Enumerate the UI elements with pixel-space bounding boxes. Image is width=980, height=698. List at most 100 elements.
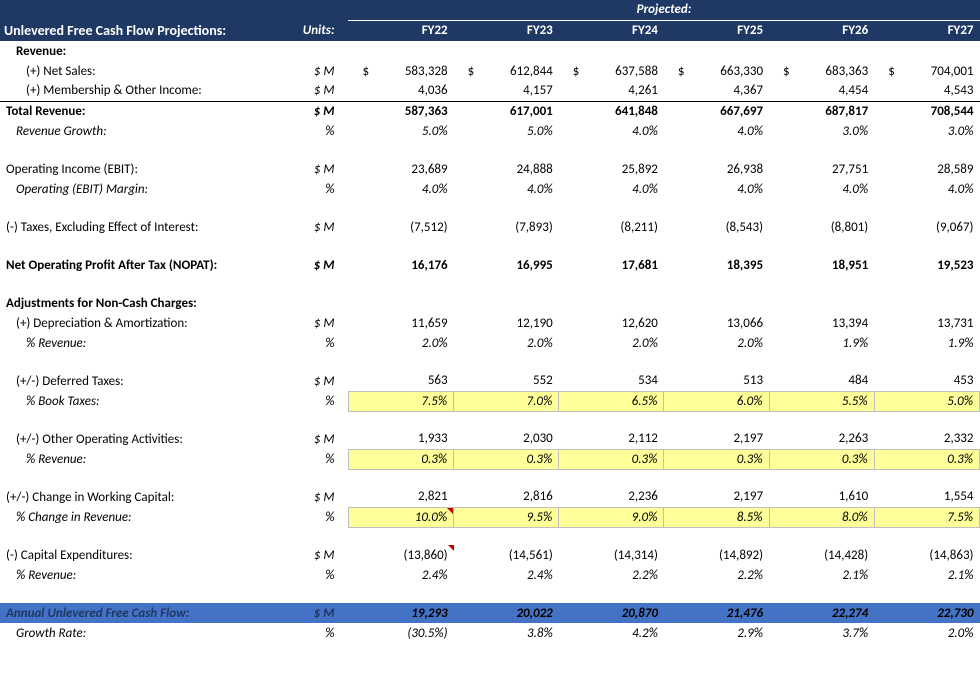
input-cell[interactable]: 7.5% — [874, 507, 979, 527]
input-cell[interactable]: 0.3% — [348, 449, 453, 469]
table-cell[interactable]: 17,681 — [559, 255, 664, 275]
table-cell[interactable]: 534 — [559, 371, 664, 391]
table-cell[interactable]: 1,933 — [348, 429, 453, 449]
table-cell[interactable]: 27,751 — [769, 159, 874, 179]
table-cell[interactable]: 13,066 — [664, 313, 769, 333]
input-cell[interactable]: 7.5% — [348, 391, 453, 411]
table-cell[interactable]: 687,817 — [769, 101, 874, 121]
table-cell[interactable]: (9,067) — [874, 217, 979, 237]
table-cell[interactable]: $663,330 — [664, 61, 769, 81]
table-cell[interactable]: 563 — [348, 371, 453, 391]
table-cell[interactable]: (14,863) — [874, 545, 979, 565]
input-cell[interactable]: 8.0% — [769, 507, 874, 527]
input-cell[interactable]: 6.0% — [664, 391, 769, 411]
table-cell[interactable]: 4,454 — [769, 81, 874, 101]
table-cell[interactable]: 13,731 — [874, 313, 979, 333]
table-cell[interactable]: 25,892 — [559, 159, 664, 179]
table-cell[interactable]: 1,554 — [874, 487, 979, 507]
table-cell[interactable]: 4.0% — [348, 179, 453, 199]
table-cell[interactable]: 5.0% — [454, 121, 559, 141]
table-cell[interactable]: 617,001 — [454, 101, 559, 121]
table-cell[interactable]: 2,816 — [454, 487, 559, 507]
table-cell[interactable]: 2.0% — [664, 333, 769, 353]
input-cell[interactable]: 7.0% — [454, 391, 559, 411]
table-cell[interactable]: 2,821 — [348, 487, 453, 507]
table-cell[interactable]: 2.1% — [874, 565, 979, 585]
table-cell[interactable]: 2.0% — [454, 333, 559, 353]
table-cell[interactable]: 20,022 — [454, 603, 559, 623]
table-cell[interactable]: (14,314) — [559, 545, 664, 565]
input-cell[interactable]: 0.3% — [454, 449, 559, 469]
input-cell[interactable]: 10.0% — [348, 507, 453, 527]
table-cell[interactable]: 3.7% — [769, 623, 874, 643]
table-cell[interactable]: (14,428) — [769, 545, 874, 565]
table-cell[interactable]: 453 — [874, 371, 979, 391]
table-cell[interactable]: 2,030 — [454, 429, 559, 449]
table-cell[interactable]: 2.4% — [454, 565, 559, 585]
table-cell[interactable]: (13,860) — [348, 545, 453, 565]
table-cell[interactable]: (14,561) — [454, 545, 559, 565]
table-cell[interactable]: 24,888 — [454, 159, 559, 179]
table-cell[interactable]: (8,801) — [769, 217, 874, 237]
table-cell[interactable]: 20,870 — [559, 603, 664, 623]
input-cell[interactable]: 0.3% — [559, 449, 664, 469]
input-cell[interactable]: 5.5% — [769, 391, 874, 411]
table-cell[interactable]: 3.8% — [454, 623, 559, 643]
table-cell[interactable]: 2.1% — [769, 565, 874, 585]
table-cell[interactable]: 22,730 — [874, 603, 979, 623]
table-cell[interactable]: 2.0% — [874, 623, 979, 643]
table-cell[interactable]: 19,293 — [348, 603, 453, 623]
table-cell[interactable]: 16,995 — [454, 255, 559, 275]
table-cell[interactable]: (7,512) — [348, 217, 453, 237]
table-cell[interactable]: 4,157 — [454, 81, 559, 101]
table-cell[interactable]: 552 — [454, 371, 559, 391]
table-cell[interactable]: 4,261 — [559, 81, 664, 101]
input-cell[interactable]: 9.5% — [454, 507, 559, 527]
input-cell[interactable]: 0.3% — [664, 449, 769, 469]
table-cell[interactable]: 2.4% — [348, 565, 453, 585]
table-cell[interactable]: 513 — [664, 371, 769, 391]
table-cell[interactable]: 28,589 — [874, 159, 979, 179]
table-cell[interactable]: 4.0% — [559, 121, 664, 141]
table-cell[interactable]: 2,263 — [769, 429, 874, 449]
table-cell[interactable]: 3.0% — [874, 121, 979, 141]
table-cell[interactable]: 4.2% — [559, 623, 664, 643]
table-cell[interactable]: 18,951 — [769, 255, 874, 275]
table-cell[interactable]: 11,659 — [348, 313, 453, 333]
table-cell[interactable]: 4.0% — [559, 179, 664, 199]
table-cell[interactable]: 2.9% — [664, 623, 769, 643]
table-cell[interactable]: 5.0% — [348, 121, 453, 141]
table-cell[interactable]: 4,367 — [664, 81, 769, 101]
table-cell[interactable]: 2,197 — [664, 487, 769, 507]
table-cell[interactable]: 2,112 — [559, 429, 664, 449]
table-cell[interactable]: 667,697 — [664, 101, 769, 121]
table-cell[interactable]: 2.2% — [664, 565, 769, 585]
table-cell[interactable]: 2,197 — [664, 429, 769, 449]
table-cell[interactable]: 12,190 — [454, 313, 559, 333]
input-cell[interactable]: 0.3% — [769, 449, 874, 469]
table-cell[interactable]: 16,176 — [348, 255, 453, 275]
table-cell[interactable]: 22,274 — [769, 603, 874, 623]
table-cell[interactable]: (14,892) — [664, 545, 769, 565]
table-cell[interactable]: 3.0% — [769, 121, 874, 141]
table-cell[interactable]: 18,395 — [664, 255, 769, 275]
table-cell[interactable]: 4.0% — [664, 121, 769, 141]
table-cell[interactable]: 1.9% — [874, 333, 979, 353]
input-cell[interactable]: 0.3% — [874, 449, 979, 469]
table-cell[interactable]: $612,844 — [454, 61, 559, 81]
table-cell[interactable]: 2,236 — [559, 487, 664, 507]
table-cell[interactable]: 4.0% — [874, 179, 979, 199]
input-cell[interactable]: 9.0% — [559, 507, 664, 527]
table-cell[interactable]: 4,543 — [874, 81, 979, 101]
table-cell[interactable]: $583,328 — [348, 61, 453, 81]
table-cell[interactable]: 13,394 — [769, 313, 874, 333]
input-cell[interactable]: 6.5% — [559, 391, 664, 411]
table-cell[interactable]: 4.0% — [454, 179, 559, 199]
table-cell[interactable]: 19,523 — [874, 255, 979, 275]
table-cell[interactable]: 2.0% — [559, 333, 664, 353]
table-cell[interactable]: $683,363 — [769, 61, 874, 81]
table-cell[interactable]: (8,543) — [664, 217, 769, 237]
table-cell[interactable]: 23,689 — [348, 159, 453, 179]
table-cell[interactable]: 12,620 — [559, 313, 664, 333]
table-cell[interactable]: (8,211) — [559, 217, 664, 237]
